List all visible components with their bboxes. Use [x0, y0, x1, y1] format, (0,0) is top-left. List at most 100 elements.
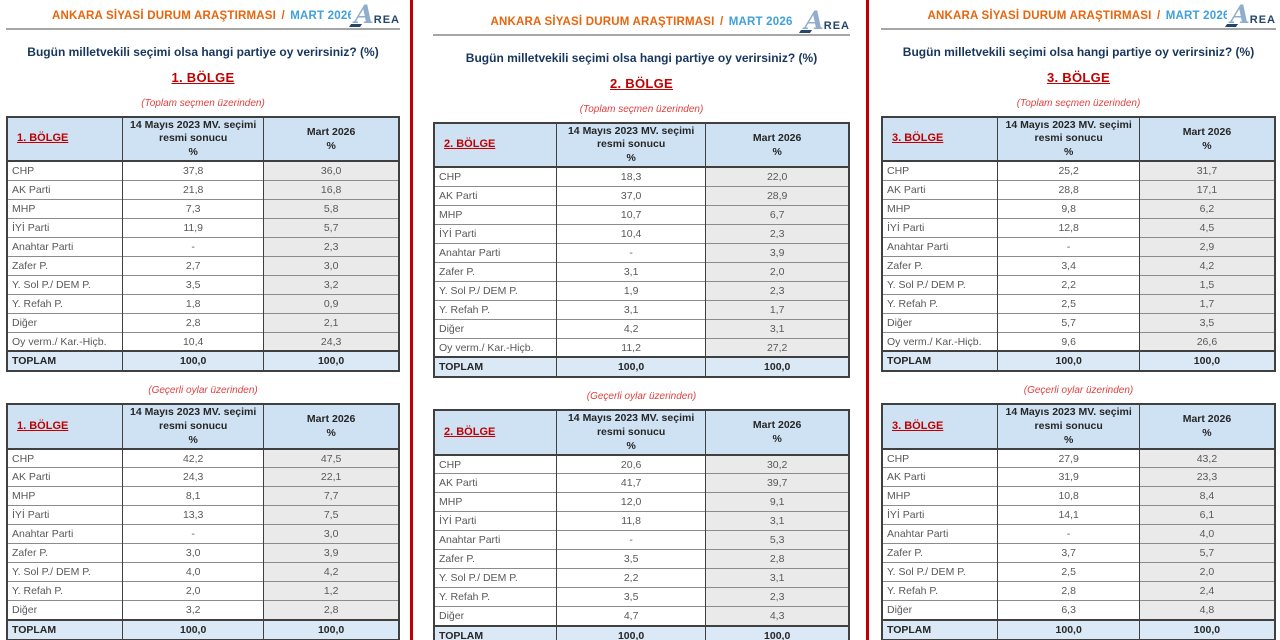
total-current-cell: 100,0 [705, 624, 849, 640]
current-value-cell: 2,3 [705, 223, 849, 244]
official-value-cell: 9,8 [997, 198, 1140, 219]
table-header-row: 2. BÖLGE 14 Mayıs 2023 MV. seçimi resmi … [433, 123, 849, 169]
survey-question: Bugün milletvekili seçimi olsa hangi par… [27, 45, 379, 59]
region-title: 3. BÖLGE [1046, 70, 1111, 85]
report-title: ANKARA SİYASİ DURUM ARAŞTIRMASI / MART 2… [433, 6, 850, 28]
table-row: MHP 12,0 9,1 [433, 492, 849, 512]
party-cell: İYİ Parti [881, 505, 998, 525]
current-value-cell: 7,5 [263, 505, 399, 525]
table-row: Zafer P. 3,5 2,8 [433, 549, 849, 569]
current-value-cell: 5,7 [263, 217, 399, 238]
official-value-cell: 3,2 [122, 600, 264, 620]
table-row: İYİ Parti 11,9 5,7 [6, 217, 399, 238]
party-cell: AK Parti [433, 185, 557, 206]
table-row: CHP 42,2 47,5 [6, 448, 399, 468]
report-period: MART 2026 [728, 16, 793, 28]
official-value-cell: 3,5 [122, 274, 264, 295]
panel-header: ANKARA SİYASİ DURUM ARAŞTIRMASI / MART 2… [433, 6, 850, 36]
table-body: CHP 18,3 22,0 AK Parti 37,0 28,9 MHP 10,… [433, 166, 849, 358]
current-value-cell: 1,7 [1138, 293, 1275, 314]
percent-sign: % [188, 433, 198, 446]
current-value-cell: 3,9 [705, 242, 849, 263]
total-label-cell: TOPLAM [6, 618, 123, 640]
official-value-cell: - [122, 524, 264, 544]
party-cell: MHP [6, 486, 123, 506]
party-cell: Y. Refah P. [433, 587, 557, 607]
current-value-cell: 16,8 [263, 179, 399, 200]
party-cell: Y. Sol P./ DEM P. [6, 562, 123, 582]
table-body: CHP 27,9 43,2 AK Parti 31,9 23,3 MHP 10,… [881, 448, 1275, 620]
results-table-total-voters: 2. BÖLGE 14 Mayıs 2023 MV. seçimi resmi … [433, 122, 850, 379]
results-table-valid-votes: 3. BÖLGE 14 Mayıs 2023 MV. seçimi resmi … [881, 403, 1276, 640]
official-value-cell: 5,7 [997, 312, 1140, 333]
party-cell: Zafer P. [433, 261, 557, 282]
report-period: MART 2026 [290, 10, 355, 22]
survey-question: Bugün milletvekili seçimi olsa hangi par… [465, 51, 818, 65]
table-body: CHP 20,6 30,2 AK Parti 41,7 39,7 MHP 12,… [433, 454, 849, 626]
party-cell: Anahtar Parti [433, 242, 557, 263]
current-value-cell: 43,2 [1138, 448, 1275, 468]
party-cell: Y. Sol P./ DEM P. [433, 568, 557, 588]
study-title: ANKARA SİYASİ DURUM ARAŞTIRMASI [927, 10, 1152, 22]
current-value-cell: 5,8 [263, 198, 399, 219]
party-cell: Y. Refah P. [881, 293, 998, 314]
official-value-cell: 25,2 [997, 160, 1140, 181]
current-value-cell: 3,0 [263, 255, 399, 276]
party-cell: CHP [881, 160, 998, 181]
official-column-header: 14 Mayıs 2023 MV. seçimi resmi sonucu % [997, 117, 1140, 163]
official-column-header: 14 Mayıs 2023 MV. seçimi resmi sonucu % [555, 410, 706, 456]
party-cell: Y. Refah P. [6, 293, 123, 314]
percent-sign: % [626, 439, 636, 452]
total-current-cell: 100,0 [1138, 618, 1275, 640]
total-current-cell: 100,0 [263, 350, 399, 372]
total-official-cell: 100,0 [555, 356, 706, 378]
party-cell: Diğer [433, 318, 557, 339]
table-row: AK Parti 28,8 17,1 [881, 179, 1275, 200]
table-row: Anahtar Parti - 2,9 [881, 236, 1275, 257]
table-row: Anahtar Parti - 3,9 [433, 242, 849, 263]
table-row: Y. Sol P./ DEM P. 1,9 2,3 [433, 280, 849, 301]
table-row: İYİ Parti 10,4 2,3 [433, 223, 849, 244]
party-cell: MHP [881, 198, 998, 219]
current-value-cell: 6,7 [705, 204, 849, 225]
total-row: TOPLAM 100,0 100,0 [6, 350, 399, 372]
current-value-cell: 3,2 [263, 274, 399, 295]
official-value-cell: 41,7 [555, 473, 706, 493]
official-column-header: 14 Mayıs 2023 MV. seçimi resmi sonucu % [122, 404, 264, 450]
official-value-cell: 10,4 [122, 331, 264, 352]
current-value-cell: 0,9 [263, 293, 399, 314]
party-cell: Y. Sol P./ DEM P. [433, 280, 557, 301]
results-table-total-voters: 3. BÖLGE 14 Mayıs 2023 MV. seçimi resmi … [881, 116, 1276, 373]
party-cell: Diğer [6, 312, 123, 333]
party-cell: Y. Sol P./ DEM P. [881, 562, 998, 582]
subtitle-valid-votes: (Geçerli oylar üzerinden) [1023, 385, 1134, 397]
current-value-cell: 23,3 [1138, 467, 1275, 487]
total-label-cell: TOPLAM [433, 356, 557, 378]
party-cell: AK Parti [6, 467, 123, 487]
percent-sign: % [1063, 146, 1074, 159]
table-body: CHP 42,2 47,5 AK Parti 24,3 22,1 MHP 8,1… [6, 448, 399, 620]
table-row: CHP 20,6 30,2 [433, 454, 849, 474]
table-row: Zafer P. 3,1 2,0 [433, 261, 849, 282]
party-cell: Oy verm./ Kar.-Hiçb. [6, 331, 123, 352]
official-value-cell: - [555, 242, 706, 263]
current-value-cell: 27,2 [705, 337, 849, 358]
table-row: CHP 37,8 36,0 [6, 160, 399, 181]
party-cell: Y. Refah P. [433, 299, 557, 320]
party-cell: MHP [6, 198, 123, 219]
table-row: Zafer P. 3,7 5,7 [881, 543, 1275, 563]
table-row: MHP 10,8 8,4 [881, 486, 1275, 506]
percent-sign: % [626, 152, 636, 165]
party-cell: AK Parti [6, 179, 123, 200]
total-label-cell: TOPLAM [6, 350, 123, 372]
table-row: Y. Sol P./ DEM P. 4,0 4,2 [6, 562, 399, 582]
total-current-cell: 100,0 [705, 356, 849, 378]
official-value-cell: 3,5 [555, 587, 706, 607]
table-header-row: 3. BÖLGE 14 Mayıs 2023 MV. seçimi resmi … [881, 117, 1275, 163]
party-cell: Oy verm./ Kar.-Hiçb. [433, 337, 557, 358]
table-row: MHP 9,8 6,2 [881, 198, 1275, 219]
current-value-cell: 4,3 [705, 606, 849, 626]
official-value-cell: - [997, 524, 1140, 544]
region-header-cell: 1. BÖLGE [6, 404, 123, 450]
table-row: Zafer P. 3,4 4,2 [881, 255, 1275, 276]
